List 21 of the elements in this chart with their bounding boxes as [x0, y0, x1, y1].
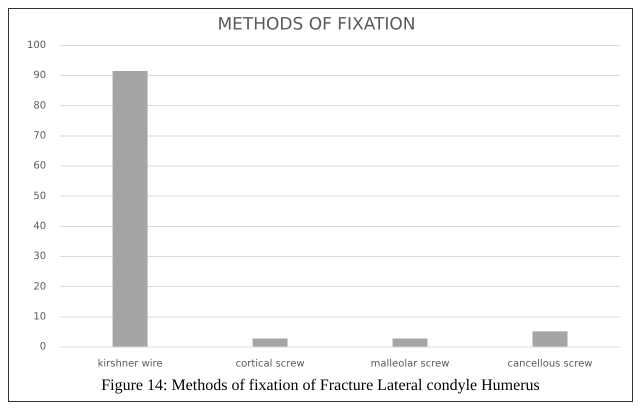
- y-tick-label: 0: [40, 342, 46, 353]
- y-tick-label: 10: [33, 311, 46, 322]
- x-tick-label: cancellous screw: [508, 358, 592, 370]
- bar: [112, 71, 148, 346]
- x-tick-label: cortical screw: [236, 358, 305, 370]
- y-tick-label: 20: [33, 281, 46, 292]
- caption: Figure 14: Methods of fixation of Fracture Lateral condyle Humerus: [100, 376, 541, 396]
- y-tick-label: 60: [33, 160, 46, 172]
- bar: [392, 338, 428, 346]
- y-tick-label: 50: [33, 190, 46, 202]
- x-tick-label: malleolar screw: [370, 358, 450, 370]
- bar: [252, 338, 288, 346]
- chart-title: METHODS OF FIXATION: [217, 14, 416, 35]
- bar: [532, 331, 568, 346]
- y-tick-label: 30: [33, 251, 46, 262]
- y-tick-label: 80: [33, 100, 46, 112]
- x-tick-label: kirshner wire: [98, 358, 163, 370]
- y-tick-label: 90: [33, 70, 46, 82]
- y-tick-label: 40: [33, 220, 46, 232]
- y-tick-label: 100: [26, 40, 46, 51]
- y-tick-label: 70: [33, 130, 46, 142]
